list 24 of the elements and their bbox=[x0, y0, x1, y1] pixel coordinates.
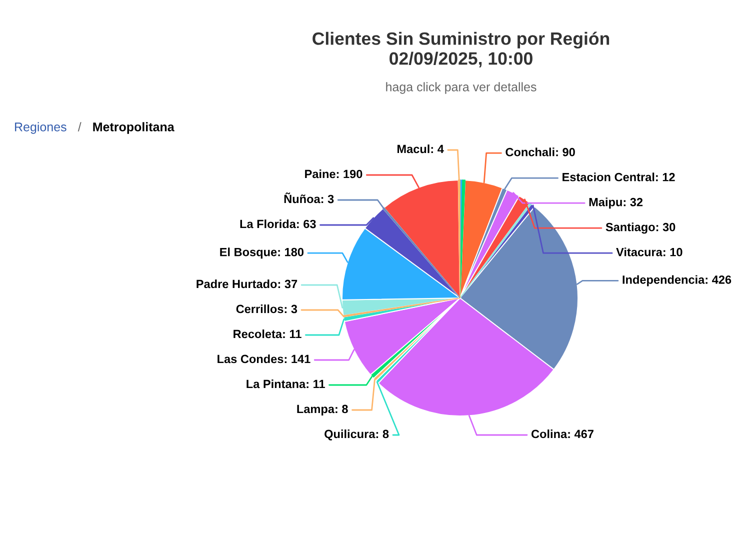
chart-subtitle: haga click para ver detalles bbox=[386, 82, 536, 94]
slice-label: Estacion Central: 12 bbox=[562, 172, 675, 182]
slice-label: Recoleta: 11 bbox=[234, 329, 302, 338]
slice-label: Paine: 190 bbox=[305, 170, 362, 178]
slice-label: Macul: 4 bbox=[397, 144, 444, 154]
slice-label: Las Condes: 141 bbox=[218, 354, 310, 364]
slice-label: La Florida: 63 bbox=[240, 220, 316, 228]
slice-label: Colina: 467 bbox=[531, 429, 594, 438]
slice-label: Independencia: 426 bbox=[622, 275, 732, 286]
slice-label: Lampa: 8 bbox=[297, 404, 348, 416]
slice-label: Maipu: 32 bbox=[589, 198, 643, 209]
slice-label: Ñuñoa: 3 bbox=[284, 192, 334, 204]
slice-label: El Bosque: 180 bbox=[220, 248, 304, 259]
slice-label: Cerrillos: 3 bbox=[236, 304, 298, 314]
slice-label: Santiago: 30 bbox=[606, 222, 676, 234]
chart-title: Clientes Sin Suministro por Región 02/09/2025, 10:00 bbox=[312, 32, 610, 68]
slice-label: Vitacura: 10 bbox=[616, 248, 682, 256]
slice-label: Padre Hurtado: 37 bbox=[196, 279, 298, 288]
slice-label: La Pintana: 11 bbox=[246, 379, 325, 388]
slice-label: Quilicura: 8 bbox=[324, 429, 389, 440]
text: Metropolitana bbox=[93, 122, 174, 134]
slice-label: Conchali: 90 bbox=[506, 148, 575, 156]
text: / bbox=[78, 122, 82, 132]
text: Regiones bbox=[15, 122, 66, 134]
